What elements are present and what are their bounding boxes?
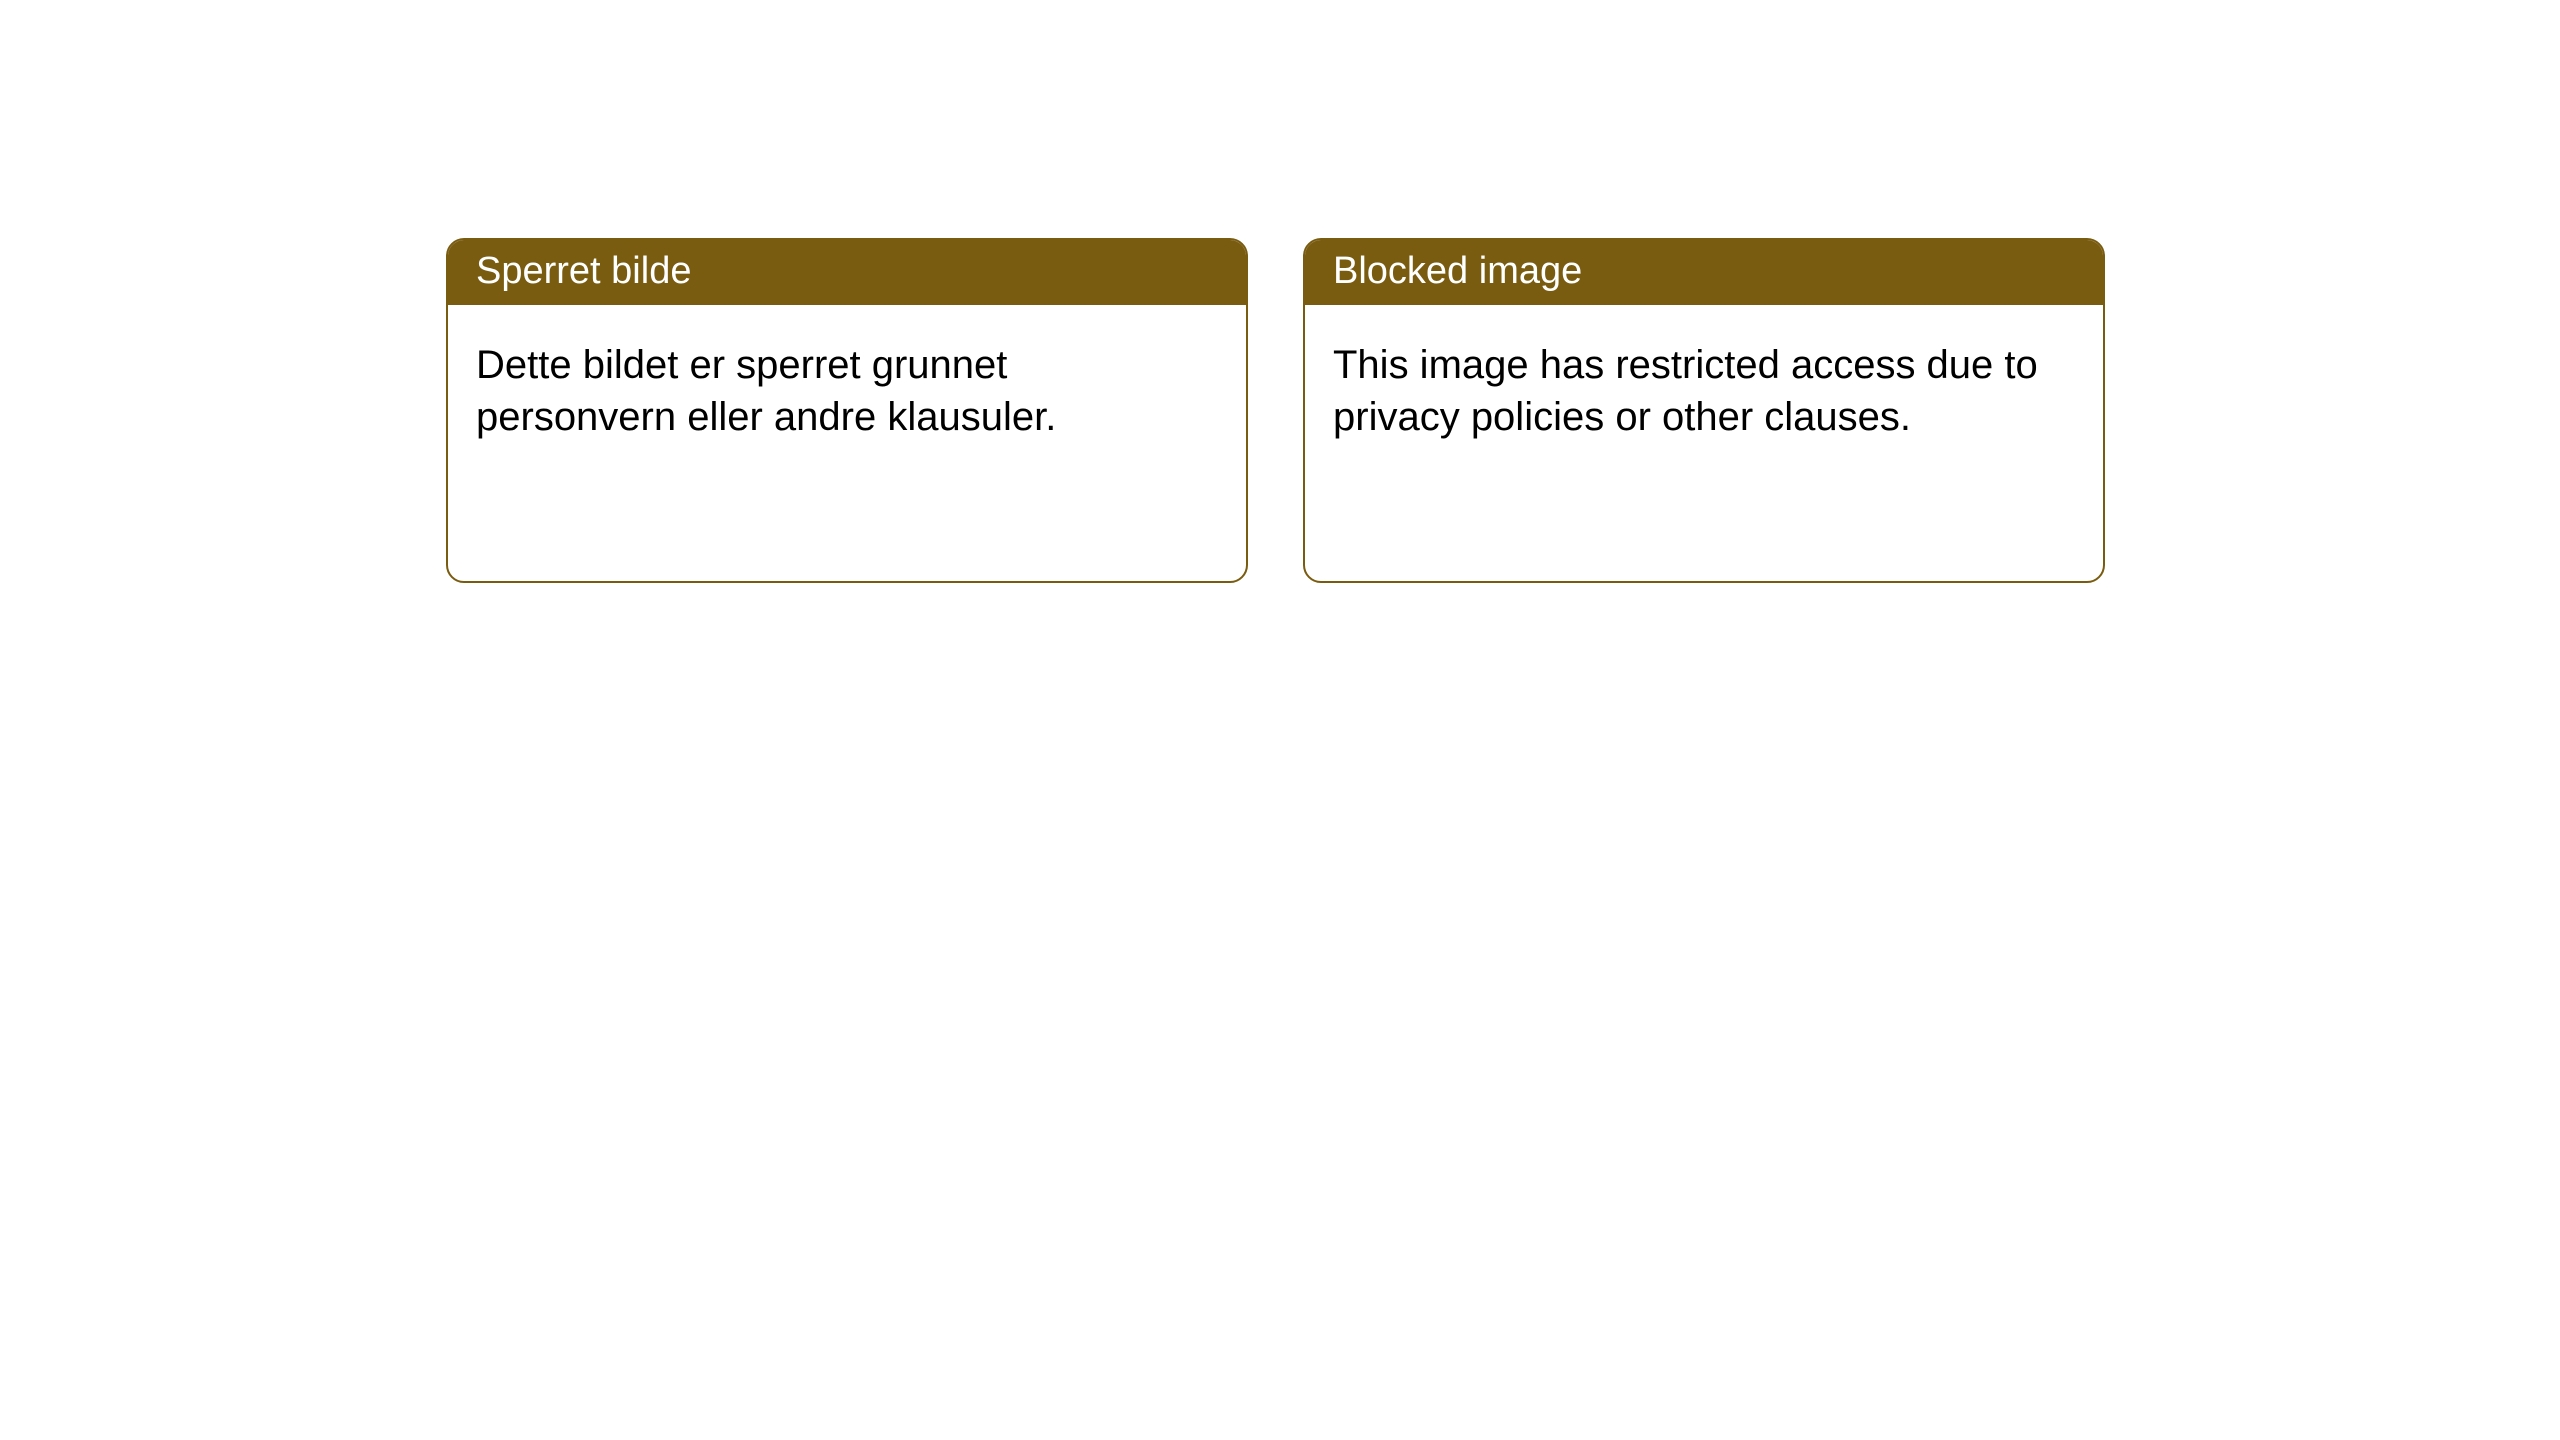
notice-card-body: Dette bildet er sperret grunnet personve…	[448, 305, 1246, 581]
notice-card-norwegian: Sperret bilde Dette bildet er sperret gr…	[446, 238, 1248, 583]
notice-card-english: Blocked image This image has restricted …	[1303, 238, 2105, 583]
notice-card-body: This image has restricted access due to …	[1305, 305, 2103, 581]
notice-card-header: Blocked image	[1305, 240, 2103, 305]
notice-card-header: Sperret bilde	[448, 240, 1246, 305]
notice-card-title: Blocked image	[1333, 250, 1582, 292]
notice-container: Sperret bilde Dette bildet er sperret gr…	[0, 0, 2560, 583]
notice-card-body-text: This image has restricted access due to …	[1333, 343, 2038, 439]
notice-card-body-text: Dette bildet er sperret grunnet personve…	[476, 343, 1056, 439]
notice-card-title: Sperret bilde	[476, 250, 691, 292]
